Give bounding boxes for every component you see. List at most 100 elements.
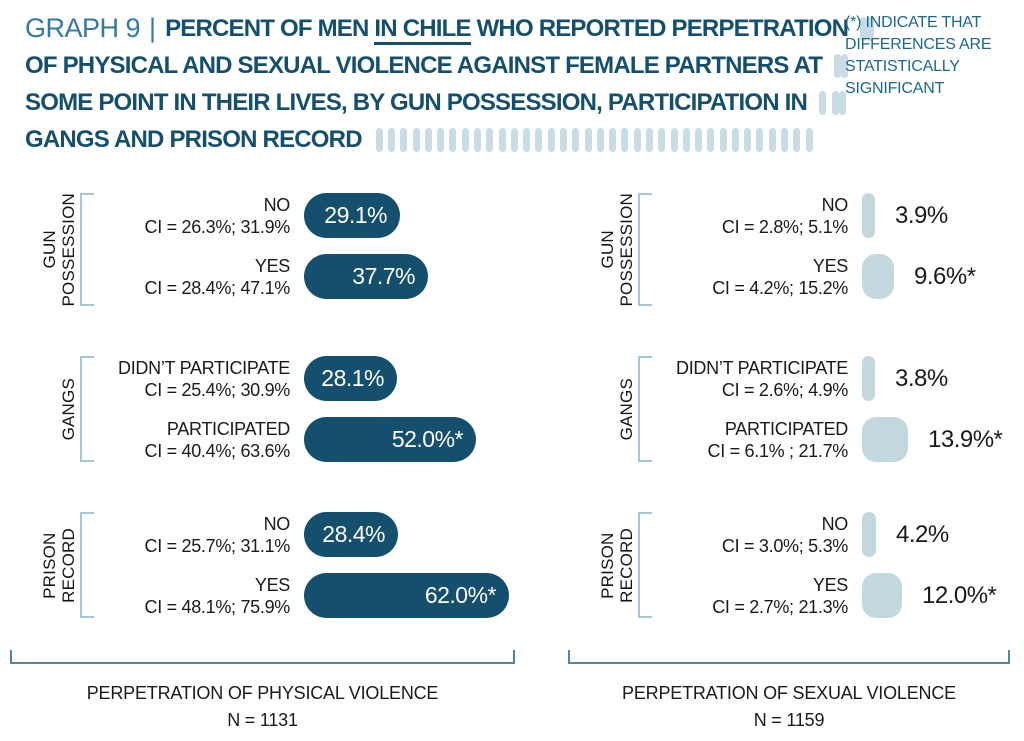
- bar: 29.1%: [304, 193, 400, 238]
- title-decor-dash: [388, 127, 396, 152]
- title-decor-dash: [658, 127, 666, 152]
- group-axis-label: GANGS: [59, 378, 78, 441]
- title-decor-dash: [805, 127, 813, 152]
- title-decor-dash: [839, 90, 847, 115]
- graph-number-label: GRAPH 9: [25, 13, 141, 43]
- row-labels: DIDN’T PARTICIPATE CI = 2.6%; 4.9%: [652, 357, 848, 401]
- title-decor-dash: [744, 127, 752, 152]
- bar-row: DIDN’T PARTICIPATE CI = 25.4%; 30.9% 28.1%: [94, 356, 515, 402]
- panel-caption: PERPETRATION OF SEXUAL VIOLENCE N = 1159: [568, 680, 1010, 734]
- title-decor-dashes: [860, 16, 868, 41]
- sexual-violence-panel: GUN POSSESSION NO CI = 2.8%; 5.1% 3.9% YES CI…: [568, 185, 1010, 734]
- bar-group: GANGS DIDN’T PARTICIPATE CI = 2.6%; 4.9% 3.…: [568, 356, 1010, 463]
- bar-row: PARTICIPATED CI = 6.1% ; 21.7% 13.9%*: [652, 417, 1010, 463]
- title-decor-dashes: [819, 90, 840, 115]
- title-decor-dash: [596, 127, 604, 152]
- group-rows: NO CI = 26.3%; 31.9% 29.1% YES CI = 28.4%; 4…: [94, 193, 515, 306]
- bar: [862, 356, 875, 402]
- bar: 28.1%: [304, 356, 397, 402]
- ci-label: CI = 25.7%; 31.1%: [144, 535, 291, 556]
- group-bracket: [638, 512, 652, 619]
- ci-label: CI = 4.2%; 15.2%: [712, 277, 848, 298]
- row-labels: NO CI = 3.0%; 5.3%: [652, 513, 848, 557]
- bar-row: NO CI = 25.7%; 31.1% 28.4%: [94, 512, 515, 558]
- row-labels: YES CI = 28.4%; 47.1%: [94, 255, 291, 299]
- title-text: PERCENT OF MEN IN CHILE WHO REPORTED PER…: [165, 14, 849, 45]
- category-label: DIDN’T PARTICIPATE: [676, 357, 848, 378]
- title-decor-dash: [682, 127, 690, 152]
- value-label: 13.9%*: [928, 425, 1003, 453]
- title-decor-dash: [523, 127, 531, 152]
- bar-row: NO CI = 26.3%; 31.9% 29.1%: [94, 193, 515, 238]
- bar: [862, 573, 902, 619]
- row-labels: YES CI = 2.7%; 21.3%: [652, 574, 848, 618]
- title-decor-dash: [719, 127, 727, 152]
- title-decor-dash: [400, 127, 408, 152]
- title-decor-dash-row: [375, 127, 813, 152]
- title-decor-dash: [645, 127, 653, 152]
- title-decor-dash: [832, 90, 840, 115]
- bar: 37.7%: [304, 254, 428, 299]
- bar: [862, 193, 875, 238]
- bar-group: GUN POSSESSION NO CI = 2.8%; 5.1% 3.9% YES CI…: [568, 193, 1010, 307]
- title-decor-dash: [633, 127, 641, 152]
- group-rows: NO CI = 2.8%; 5.1% 3.9% YES CI = 4.2%; 15.2%…: [652, 193, 1010, 306]
- category-label: YES: [254, 574, 290, 595]
- title-decor-dash: [510, 127, 518, 152]
- category-label: NO: [263, 194, 291, 215]
- title-decor-dash: [498, 127, 506, 152]
- group-rows: NO CI = 3.0%; 5.3% 4.2% YES CI = 2.7%; 21.3%…: [652, 512, 1010, 619]
- ci-label: CI = 2.6%; 4.9%: [721, 379, 848, 400]
- bar-row: PARTICIPATED CI = 40.4%; 63.6% 52.0%*: [94, 417, 515, 463]
- title-decor-dash: [559, 127, 567, 152]
- category-label: NO: [821, 513, 849, 534]
- bar-group: PRISON RECORD NO CI = 3.0%; 5.3% 4.2% YES CI …: [568, 512, 1010, 619]
- underlined-title-text: IN CHILE: [374, 14, 472, 45]
- row-labels: PARTICIPATED CI = 40.4%; 63.6%: [94, 418, 291, 462]
- ci-label: CI = 40.4%; 63.6%: [144, 440, 291, 461]
- group-axis-label: GUN POSSESSION: [598, 193, 636, 307]
- value-label: 28.1%: [321, 365, 384, 392]
- ci-label: CI = 25.4%; 30.9%: [144, 379, 291, 400]
- group-bracket: [80, 512, 94, 619]
- value-label: 9.6%*: [914, 262, 976, 290]
- title-decor-dash: [412, 127, 420, 152]
- significance-note: (*) INDICATE THAT DIFFERENCES ARE STATIS…: [845, 14, 992, 97]
- group-rows: DIDN’T PARTICIPATE CI = 25.4%; 30.9% 28.1%…: [94, 356, 515, 463]
- title-decor-dash: [793, 127, 801, 152]
- bar-row: YES CI = 2.7%; 21.3% 12.0%*: [652, 573, 1010, 619]
- title-decor-dash: [670, 127, 678, 152]
- group-rows: DIDN’T PARTICIPATE CI = 2.6%; 4.9% 3.8% PAR…: [652, 356, 1010, 463]
- panel-caption: PERPETRATION OF PHYSICAL VIOLENCE N = 11…: [10, 680, 515, 734]
- title-decor-dash: [584, 127, 592, 152]
- title-decor-dash: [449, 127, 457, 152]
- row-labels: PARTICIPATED CI = 6.1% ; 21.7%: [652, 418, 849, 462]
- title-decor-dash: [572, 127, 580, 152]
- title-decor-dash: [375, 127, 383, 152]
- title-separator: |: [149, 13, 157, 43]
- group-axis-label: GUN POSSESSION: [40, 193, 78, 307]
- category-label: YES: [812, 255, 848, 276]
- group-axis-label: PRISON RECORD: [598, 528, 636, 603]
- title-decor-dash: [707, 127, 715, 152]
- panel-bottom-bracket: [10, 650, 515, 665]
- panel-n-label: N = 1131: [227, 710, 298, 731]
- bar-row: NO CI = 3.0%; 5.3% 4.2%: [652, 512, 1010, 558]
- title-line-3: SOME POINT IN THEIR LIVES, BY GUN POSSES…: [25, 84, 847, 121]
- physical-violence-groups: GUN POSSESSION NO CI = 26.3%; 31.9% 29.1% YE…: [10, 185, 515, 619]
- title-line-1: GRAPH 9 | PERCENT OF MEN IN CHILE WHO RE…: [25, 10, 875, 47]
- bar: 52.0%*: [304, 417, 476, 463]
- ci-label: CI = 3.0%; 5.3%: [721, 535, 848, 556]
- group-bracket: [80, 356, 94, 463]
- title-decor-dash: [841, 53, 849, 78]
- bar: [862, 417, 908, 463]
- row-labels: NO CI = 2.8%; 5.1%: [652, 194, 848, 238]
- title-decor-dash: [768, 127, 776, 152]
- value-label: 3.8%: [895, 364, 948, 392]
- row-labels: DIDN’T PARTICIPATE CI = 25.4%; 30.9%: [94, 357, 290, 401]
- row-labels: NO CI = 25.7%; 31.1%: [94, 513, 291, 557]
- group-axis-label: GANGS: [617, 378, 636, 441]
- value-label: 4.2%: [896, 520, 949, 548]
- ci-label: CI = 28.4%; 47.1%: [144, 277, 291, 298]
